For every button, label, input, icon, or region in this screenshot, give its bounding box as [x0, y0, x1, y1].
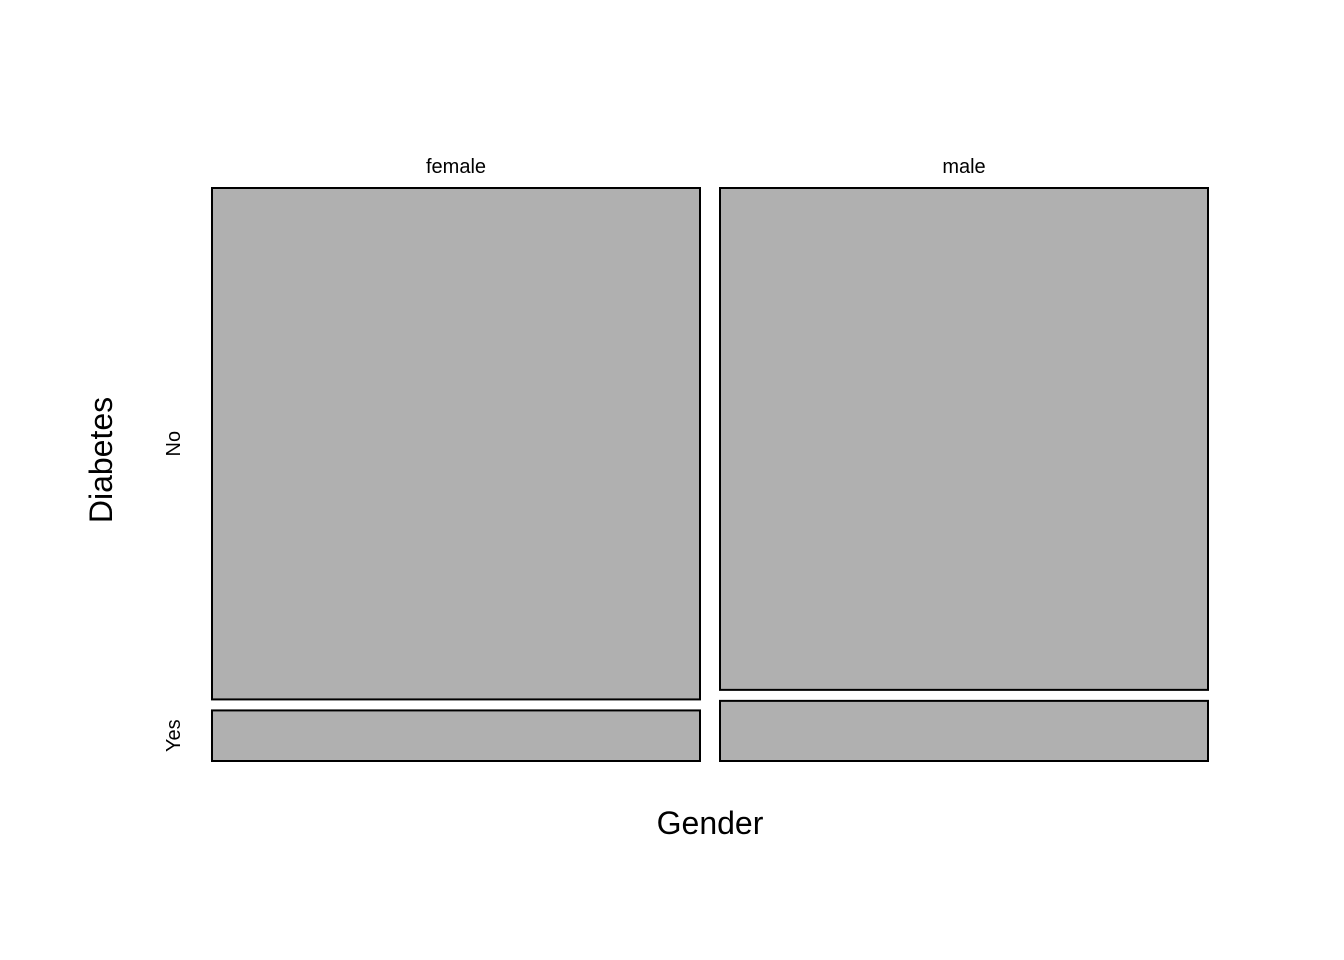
x-tick-label-female: female	[426, 156, 486, 178]
tile-male-Yes	[719, 699, 1209, 763]
x-tick-label-male: male	[942, 156, 985, 178]
tile-female-No	[211, 187, 701, 701]
y-axis-title: Diabetes	[83, 397, 119, 523]
tile-female-Yes	[211, 709, 701, 762]
y-tick-labels: No Yes	[163, 431, 185, 752]
y-tick-label-No: No	[163, 431, 185, 457]
x-axis-title: Gender	[657, 805, 764, 841]
y-tick-label-Yes: Yes	[163, 719, 185, 752]
tiles-group	[211, 187, 1209, 763]
tile-male-No	[719, 187, 1209, 691]
x-tick-labels: female male	[426, 156, 986, 178]
